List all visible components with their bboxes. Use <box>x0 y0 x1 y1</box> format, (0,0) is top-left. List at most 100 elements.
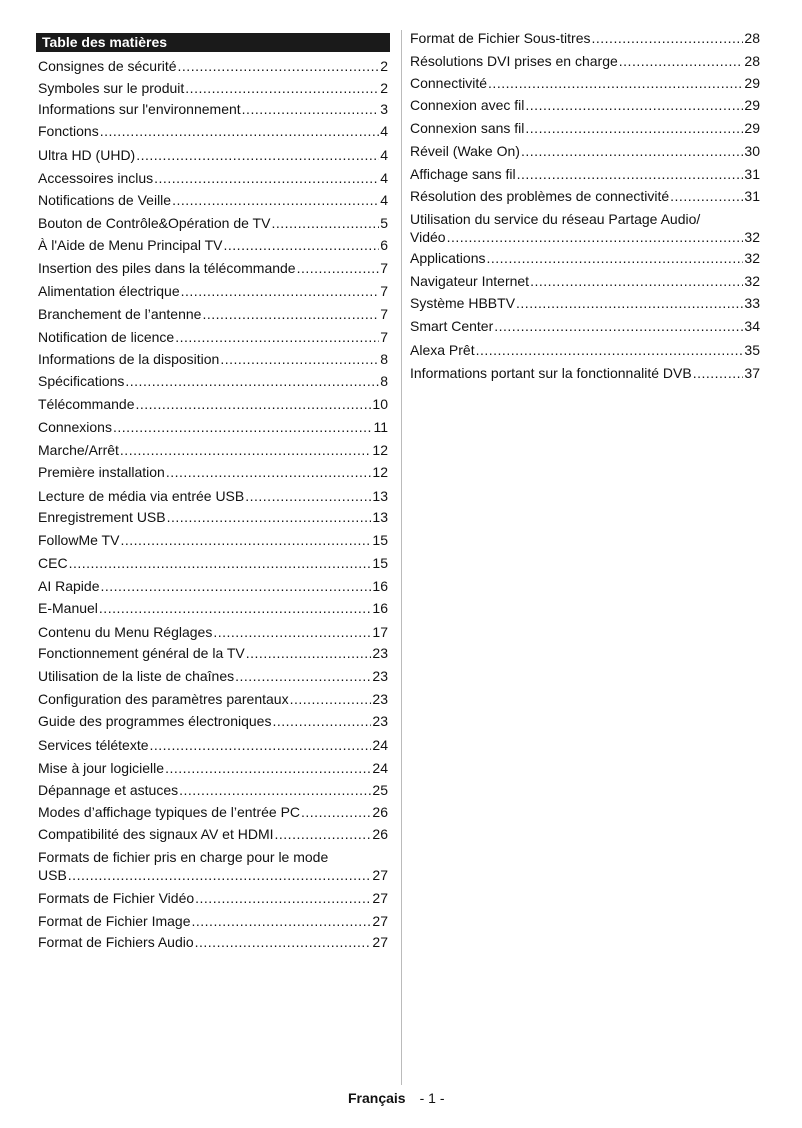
toc-entry[interactable]: E-Manuel 16 <box>38 599 388 617</box>
dot-leader <box>245 487 371 505</box>
toc-entry[interactable]: Spécifications 8 <box>38 372 388 390</box>
entry-page: 31 <box>744 188 760 204</box>
toc-entry[interactable]: Connectivité 29 <box>410 74 760 92</box>
toc-entry[interactable]: À l'Aide de Menu Principal TV 6 <box>38 236 388 254</box>
toc-entry[interactable]: Résolutions DVI prises en charge 28 <box>410 52 760 70</box>
entry-page: 25 <box>372 782 388 798</box>
toc-entry[interactable]: Alexa Prêt 35 <box>410 341 760 359</box>
dot-leader <box>100 122 380 140</box>
toc-entry[interactable]: Insertion des piles dans la télécommande… <box>38 259 388 277</box>
toc-entry[interactable]: Configuration des paramètres parentaux 23 <box>38 690 388 708</box>
entry-page: 16 <box>372 600 388 616</box>
entry-page: 23 <box>372 691 388 707</box>
toc-entry[interactable]: Informations sur l'environnement 3 <box>38 100 388 118</box>
toc-entry[interactable]: Utilisation du service du réseau Partage… <box>410 211 760 246</box>
dot-leader <box>213 623 371 641</box>
entry-label: Système HBBTV <box>410 295 516 311</box>
toc-entry[interactable]: Navigateur Internet 32 <box>410 272 760 290</box>
entry-label: Guide des programmes électroniques <box>38 713 272 729</box>
toc-entry[interactable]: Notifications de Veille 4 <box>38 191 388 209</box>
toc-entry[interactable]: Mise à jour logicielle 24 <box>38 759 388 777</box>
dot-leader <box>220 350 379 368</box>
dot-leader <box>136 395 372 413</box>
dot-leader <box>301 803 371 821</box>
toc-entry[interactable]: Contenu du Menu Réglages 17 <box>38 623 388 641</box>
dot-leader <box>272 712 371 730</box>
dot-leader <box>69 554 372 572</box>
toc-entry[interactable]: Connexion avec fil 29 <box>410 96 760 114</box>
entry-page: 23 <box>372 668 388 684</box>
entry-page: 26 <box>372 804 388 820</box>
dot-leader <box>271 214 379 232</box>
entry-label: Dépannage et astuces <box>38 782 179 798</box>
toc-entry[interactable]: Fonctionnement général de la TV 23 <box>38 644 388 662</box>
toc-entry[interactable]: Applications 32 <box>410 249 760 267</box>
toc-entry[interactable]: Guide des programmes électroniques 23 <box>38 712 388 730</box>
toc-entry[interactable]: Formats de Fichier Vidéo 27 <box>38 889 388 907</box>
toc-entry[interactable]: Première installation 12 <box>38 463 388 481</box>
dot-leader <box>120 441 372 459</box>
toc-entry[interactable]: Accessoires inclus 4 <box>38 169 388 187</box>
dot-leader <box>113 418 373 436</box>
toc-entry[interactable]: Format de Fichiers Audio 27 <box>38 933 388 951</box>
entry-page: 6 <box>380 237 388 253</box>
entry-page: 7 <box>380 306 388 322</box>
dot-leader <box>592 29 744 47</box>
toc-entry[interactable]: Réveil (Wake On) 30 <box>410 142 760 160</box>
toc-entry[interactable]: Symboles sur le produit 2 <box>38 79 388 97</box>
entry-label: E-Manuel <box>38 600 98 616</box>
entry-label: Formats de Fichier Vidéo <box>38 890 195 906</box>
toc-entry[interactable]: Compatibilité des signaux AV et HDMI 26 <box>38 825 388 843</box>
toc-entry[interactable]: Système HBBTV 33 <box>410 294 760 312</box>
toc-entry[interactable]: Formats de fichier pris en charge pour l… <box>38 849 388 884</box>
toc-entry[interactable]: Branchement de l’antenne 7 <box>38 305 388 323</box>
dot-leader <box>476 341 744 359</box>
entry-label: Bouton de Contrôle&Opération de TV <box>38 215 271 231</box>
entry-label: FollowMe TV <box>38 532 120 548</box>
entry-page: 29 <box>744 97 760 113</box>
toc-entry[interactable]: Ultra HD (UHD) 4 <box>38 146 388 164</box>
toc-entry[interactable]: Connexion sans fil 29 <box>410 119 760 137</box>
toc-entry[interactable]: Alimentation électrique 7 <box>38 282 388 300</box>
toc-entry[interactable]: Dépannage et astuces 25 <box>38 781 388 799</box>
dot-leader <box>136 146 379 164</box>
toc-entry[interactable]: Connexions 11 <box>38 418 388 436</box>
entry-label: Fonctionnement général de la TV <box>38 645 245 661</box>
toc-entry[interactable]: Enregistrement USB 13 <box>38 508 388 526</box>
toc-entry[interactable]: Format de Fichier Sous-titres 28 <box>410 29 760 47</box>
dot-leader <box>447 228 744 246</box>
toc-entry[interactable]: Notification de licence 7 <box>38 328 388 346</box>
toc-entry[interactable]: Utilisation de la liste de chaînes 23 <box>38 667 388 685</box>
entry-label: Notifications de Veille <box>38 192 172 208</box>
toc-entry[interactable]: Marche/Arrêt 12 <box>38 441 388 459</box>
entry-page: 33 <box>744 295 760 311</box>
toc-entry[interactable]: Services télétexte 24 <box>38 736 388 754</box>
toc-entry[interactable]: Consignes de sécurité 2 <box>38 57 388 75</box>
entry-label: Ultra HD (UHD) <box>38 147 136 163</box>
toc-entry[interactable]: Informations de la disposition 8 <box>38 350 388 368</box>
toc-entry[interactable]: AI Rapide 16 <box>38 577 388 595</box>
entry-page: 13 <box>372 509 388 525</box>
toc-entry[interactable]: Résolution des problèmes de connectivité… <box>410 187 760 205</box>
entry-page: 23 <box>372 713 388 729</box>
entry-page: 15 <box>372 532 388 548</box>
dot-leader <box>525 119 743 137</box>
entry-label: Format de Fichier Image <box>38 913 191 929</box>
entry-label: Accessoires inclus <box>38 170 154 186</box>
toc-entry[interactable]: Format de Fichier Image 27 <box>38 912 388 930</box>
entry-label: Connectivité <box>410 75 488 91</box>
toc-entry[interactable]: Fonctions 4 <box>38 122 388 140</box>
dot-leader <box>487 249 744 267</box>
toc-entry[interactable]: Modes d’affichage typiques de l’entrée P… <box>38 803 388 821</box>
toc-entry[interactable]: Smart Center 34 <box>410 317 760 335</box>
toc-entry[interactable]: Affichage sans fil 31 <box>410 165 760 183</box>
toc-entry[interactable]: Lecture de média via entrée USB 13 <box>38 487 388 505</box>
entry-label: Notification de licence <box>38 329 175 345</box>
toc-entry[interactable]: Bouton de Contrôle&Opération de TV 5 <box>38 214 388 232</box>
toc-entry[interactable]: Télécommande 10 <box>38 395 388 413</box>
dot-leader <box>619 52 744 70</box>
toc-entry[interactable]: CEC 15 <box>38 554 388 572</box>
toc-entry[interactable]: FollowMe TV 15 <box>38 531 388 549</box>
toc-entry[interactable]: Informations portant sur la fonctionnali… <box>410 364 760 382</box>
entry-label: Branchement de l’antenne <box>38 306 202 322</box>
